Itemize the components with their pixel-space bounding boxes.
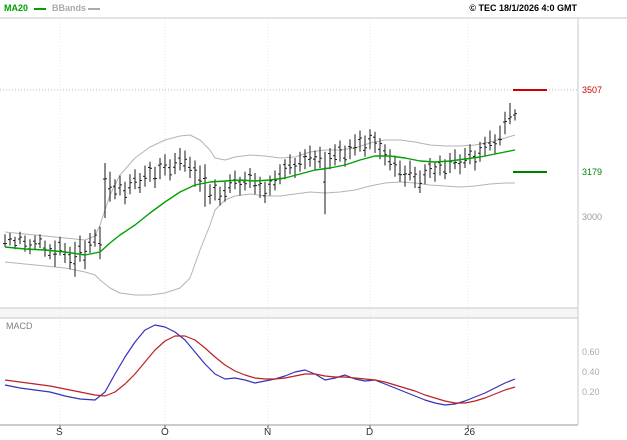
bbands-line-swatch (88, 8, 100, 10)
copyright-text: © TEC 18/1/2026 4:0 GMT (469, 3, 577, 13)
legend-label-bbands: BBands (52, 3, 87, 13)
legend-label-ma20: MA20 (4, 3, 29, 13)
ma20-line-swatch (34, 8, 46, 10)
chart-header: MA20 BBands © TEC 18/1/2026 4:0 GMT (0, 0, 627, 18)
macd-panel-label: MACD (6, 321, 33, 331)
